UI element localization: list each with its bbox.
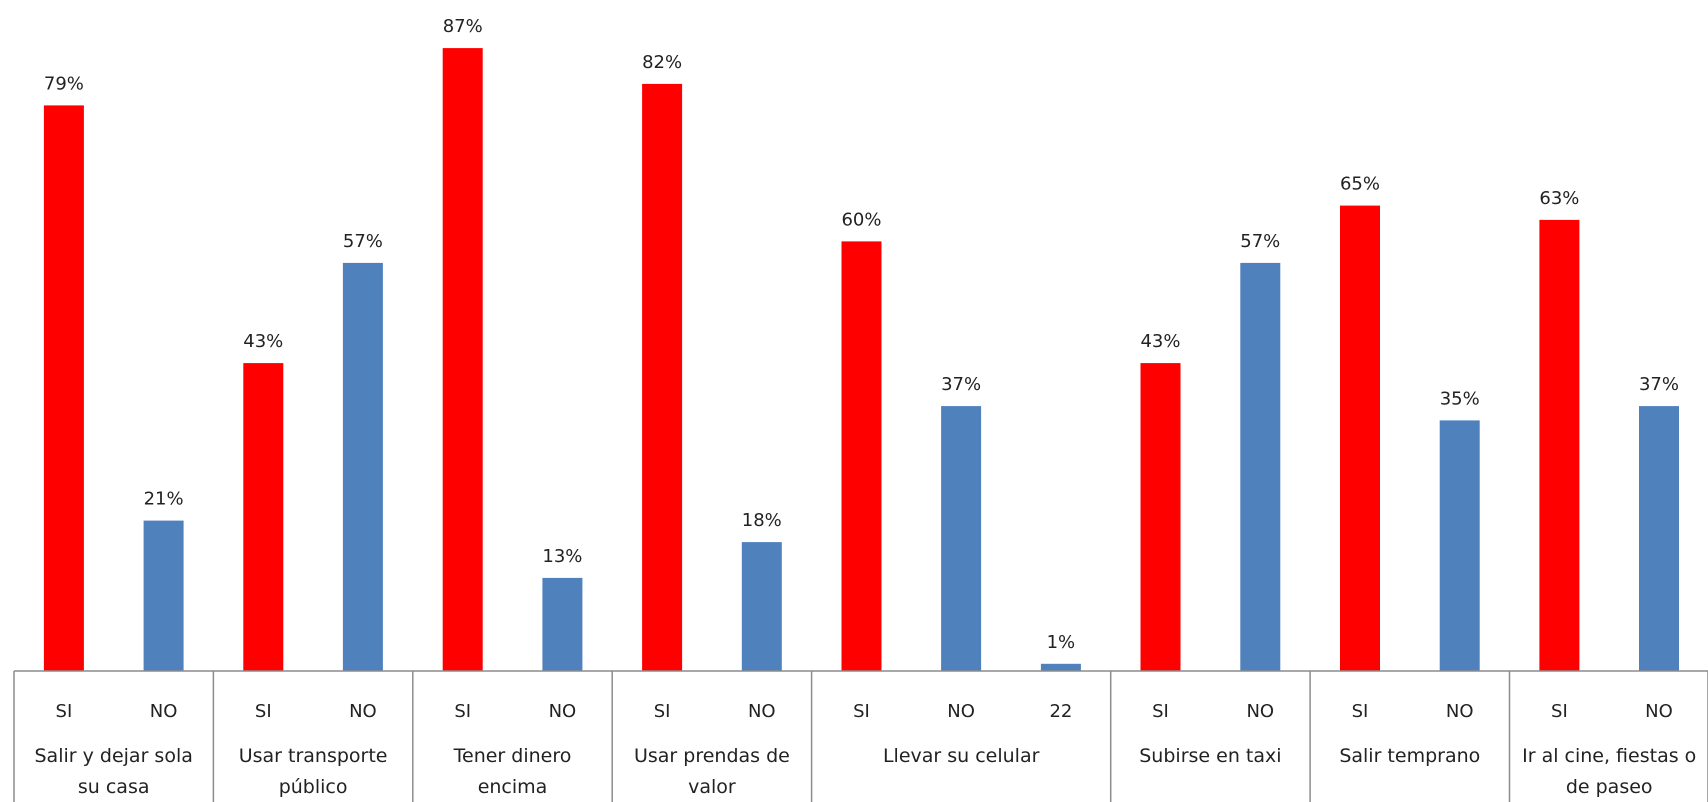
- group-label: Usar prendas de: [634, 745, 790, 767]
- data-label: 37%: [1639, 374, 1679, 395]
- group-label: Salir y dejar sola: [35, 745, 193, 767]
- bar-4-2: [1040, 663, 1081, 671]
- group-label: público: [279, 776, 348, 798]
- bar-2-1: [542, 577, 583, 671]
- group-label: Ir al cine, fiestas o: [1522, 745, 1696, 767]
- data-label: 43%: [243, 331, 283, 352]
- data-label: 87%: [443, 16, 483, 37]
- tick-label: NO: [549, 701, 577, 722]
- data-label: 21%: [144, 489, 184, 510]
- data-label: 57%: [343, 231, 383, 252]
- bar-3-0: [642, 83, 683, 671]
- data-label: 1%: [1047, 632, 1076, 653]
- tick-label: NO: [150, 701, 178, 722]
- bars-layer: 79% 21% 43% 57% 87% 13% 82% 18% 60% 37% 1% 43% 57% 65…: [43, 16, 1679, 672]
- data-label: 82%: [642, 52, 682, 73]
- group-label: encima: [478, 776, 548, 798]
- data-label: 60%: [841, 209, 881, 230]
- bar-4-0: [841, 241, 882, 671]
- data-label: 18%: [742, 510, 782, 531]
- group-label: valor: [688, 776, 736, 798]
- bar-0-1: [143, 520, 184, 671]
- data-label: 37%: [941, 374, 981, 395]
- bar-1-1: [342, 262, 383, 671]
- tick-label: SI: [1352, 701, 1369, 722]
- bar-4-1: [941, 406, 982, 671]
- tick-label: SI: [255, 701, 272, 722]
- tick-label: SI: [1152, 701, 1169, 722]
- data-label: 57%: [1240, 231, 1280, 252]
- group-label: Subirse en taxi: [1139, 745, 1281, 767]
- tick-label: NO: [349, 701, 377, 722]
- group-label: Usar transporte: [239, 745, 388, 767]
- tick-label: SI: [853, 701, 870, 722]
- tick-label: NO: [1446, 701, 1474, 722]
- category-axis: SI NO Salir y dejar sola su casa SI NO Usar tr…: [13, 670, 1708, 802]
- tick-label: SI: [454, 701, 471, 722]
- data-label: 13%: [542, 546, 582, 567]
- bar-7-1: [1639, 406, 1679, 671]
- tick-label: SI: [654, 701, 671, 722]
- tick-label: SI: [56, 701, 73, 722]
- bar-6-0: [1340, 205, 1380, 671]
- group-label: Salir temprano: [1339, 745, 1480, 767]
- data-label: 79%: [44, 73, 84, 94]
- tick-label: 22: [1049, 701, 1072, 722]
- tick-label: NO: [1645, 701, 1673, 722]
- tick-label: NO: [947, 701, 975, 722]
- group-label: Tener dinero: [453, 745, 572, 767]
- bar-0-0: [43, 105, 84, 671]
- bar-3-1: [741, 542, 782, 671]
- group-label: Llevar su celular: [883, 745, 1040, 767]
- data-label: 65%: [1340, 174, 1380, 195]
- group-label: su casa: [78, 776, 150, 798]
- tick-label: SI: [1551, 701, 1568, 722]
- bar-5-0: [1140, 363, 1181, 671]
- data-label: 43%: [1140, 331, 1180, 352]
- bar-6-1: [1439, 420, 1480, 671]
- bar-1-0: [243, 363, 284, 671]
- bar-7-0: [1539, 219, 1580, 671]
- group-label: de paseo: [1566, 776, 1653, 798]
- bar-5-1: [1240, 262, 1281, 671]
- tick-label: NO: [1246, 701, 1274, 722]
- data-label: 63%: [1539, 188, 1579, 209]
- data-label: 35%: [1440, 388, 1480, 409]
- tick-label: NO: [748, 701, 776, 722]
- bar-2-0: [442, 48, 483, 672]
